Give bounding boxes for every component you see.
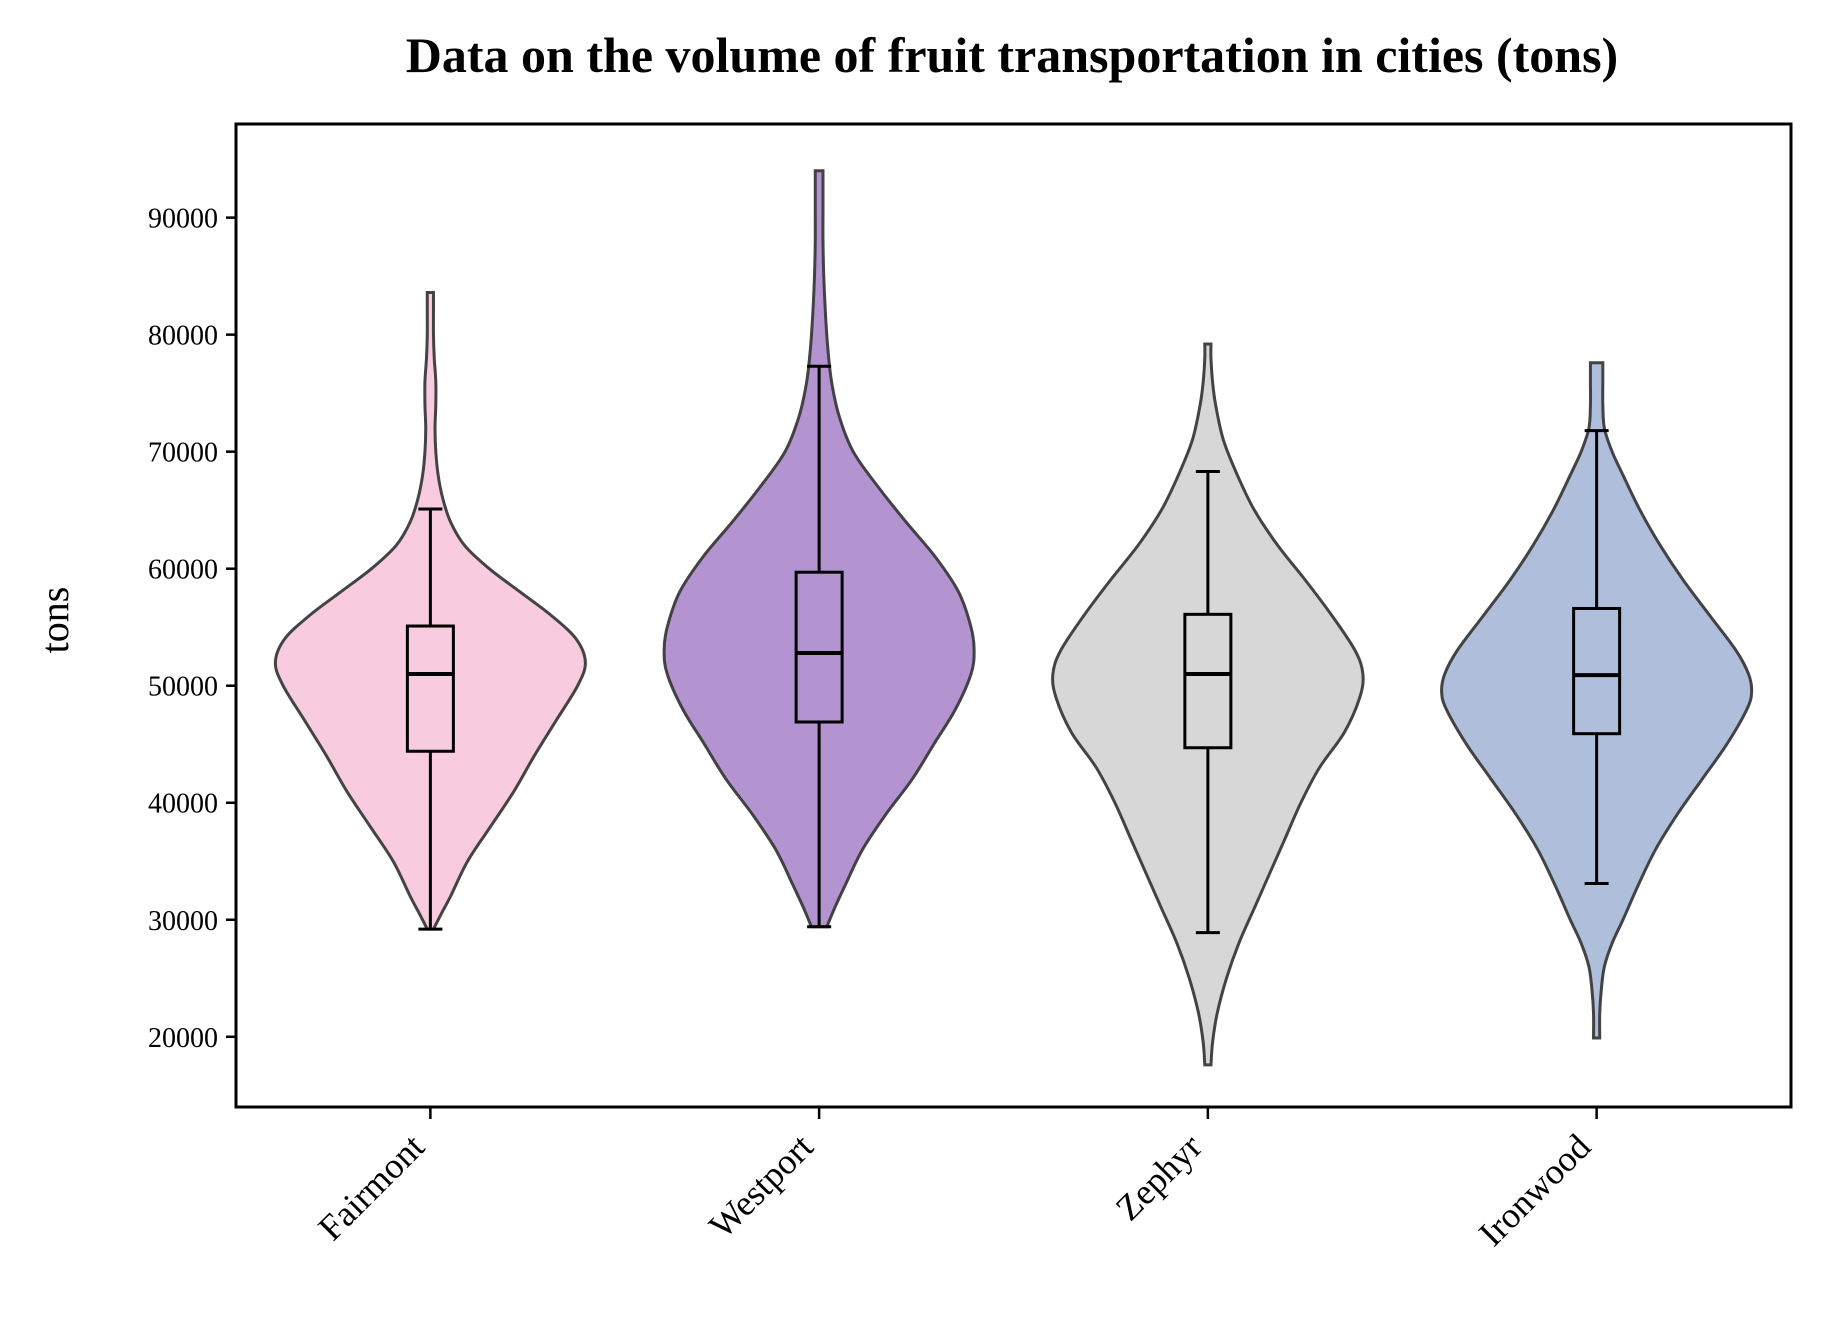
y-tick-label: 30000 — [148, 906, 218, 937]
x-tick-label-fairmont: Fairmont — [310, 1126, 432, 1248]
violin-group-fairmont — [273, 291, 587, 931]
y-tick-label: 70000 — [148, 438, 218, 469]
y-tick-label: 60000 — [148, 555, 218, 586]
y-tick-label: 50000 — [148, 672, 218, 703]
y-axis-label: tons — [32, 587, 77, 654]
violin-body — [1051, 342, 1365, 1067]
chart-title: Data on the volume of fruit transportati… — [406, 27, 1618, 83]
violin-group-zephyr — [1051, 342, 1365, 1067]
violin-group-ironwood — [1440, 361, 1754, 1040]
y-tick-label: 40000 — [148, 789, 218, 820]
plot-frame — [234, 122, 1793, 1109]
violin-group-westport — [662, 169, 976, 929]
iqr-box — [1183, 612, 1233, 750]
violin-body — [1440, 361, 1754, 1040]
iqr-box — [405, 624, 455, 753]
x-tick-label-zephyr: Zephyr — [1108, 1126, 1210, 1228]
x-tick-label-ironwood: Ironwood — [1471, 1126, 1598, 1253]
x-tick-label-westport: Westport — [701, 1126, 821, 1246]
plot-area: 20000 30000 40000 50000 60000 70000 80000 90000… — [148, 122, 1793, 1254]
iqr-box — [1572, 606, 1622, 736]
y-tick-label: 90000 — [148, 204, 218, 235]
iqr-box — [794, 570, 844, 724]
y-tick-label: 20000 — [148, 1023, 218, 1054]
y-tick-label: 80000 — [148, 321, 218, 352]
